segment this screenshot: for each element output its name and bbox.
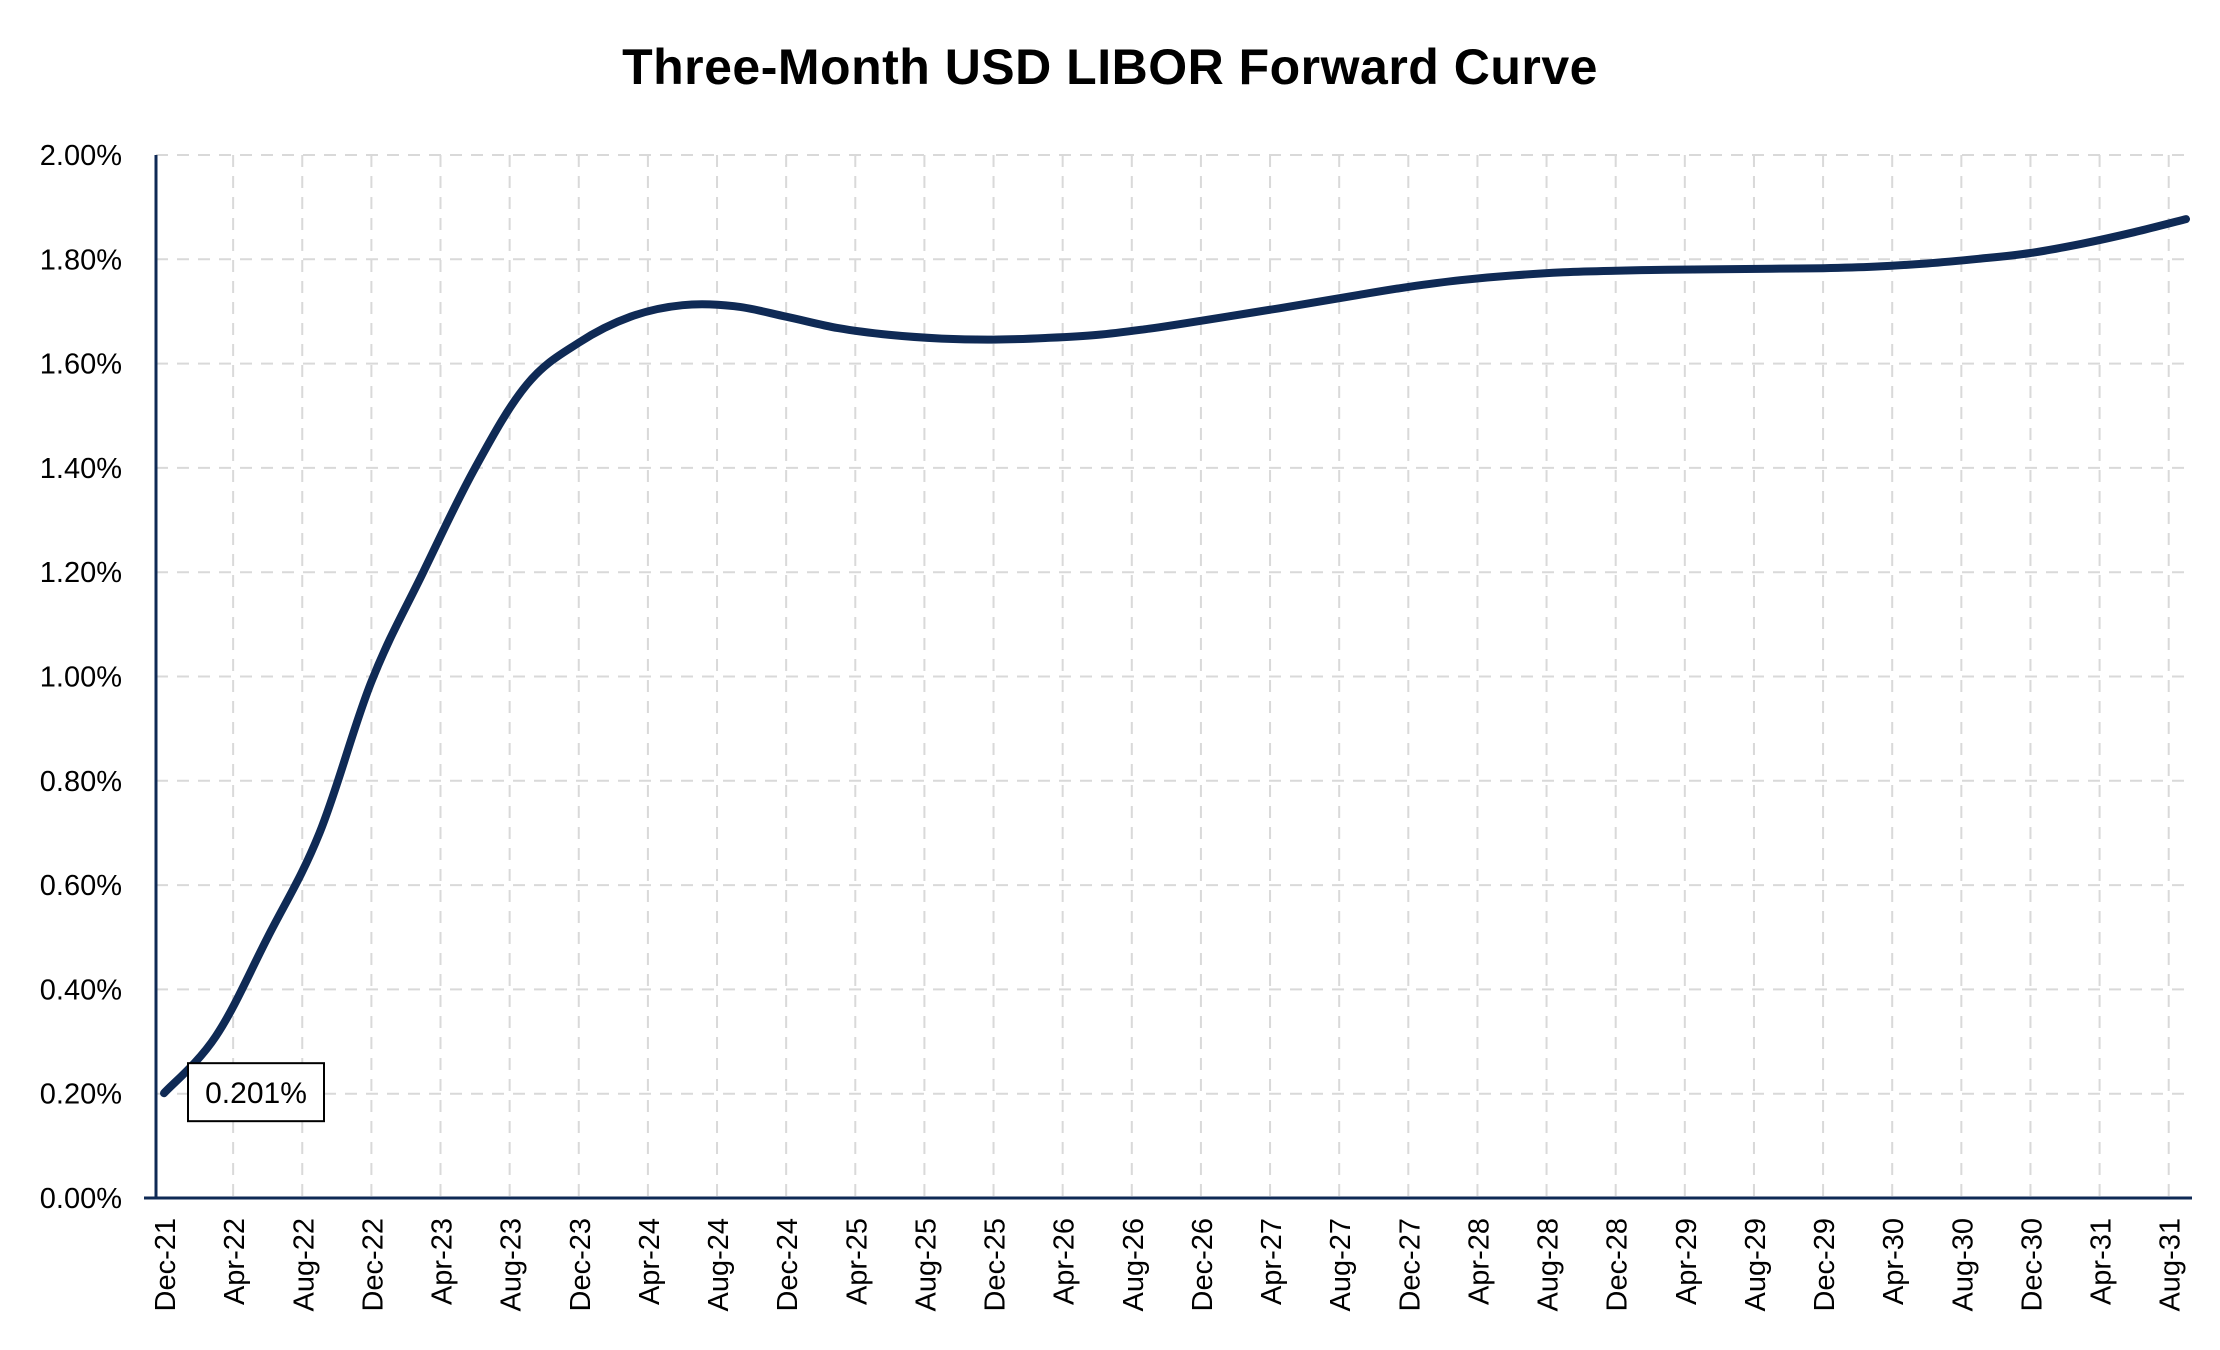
y-tick-label: 1.80% [40,244,122,276]
x-tick-label: Aug-26 [1118,1218,1150,1312]
x-tick-label: Dec-30 [2016,1218,2048,1312]
x-tick-label: Dec-29 [1809,1218,1841,1312]
data-label-box [187,1062,325,1123]
x-tick-label: Aug-25 [910,1218,942,1312]
annotations: 0.201% [187,1062,325,1123]
series-line [160,215,2190,1098]
x-tick-label: Apr-26 [1049,1218,1081,1305]
x-tick-label: Aug-30 [1947,1218,1979,1312]
x-tick-label: Apr-30 [1878,1218,1910,1305]
y-tick-label: 1.20% [40,557,122,589]
x-tick-label: Aug-22 [288,1218,320,1312]
data-label: 0.201% [205,1077,307,1110]
x-tick-label: Apr-22 [219,1218,251,1305]
chart-title: Three-Month USD LIBOR Forward Curve [622,39,1598,95]
y-tick-label: 1.00% [40,662,122,694]
x-tick-label: Apr-27 [1256,1218,1288,1305]
x-tick-label: Dec-23 [565,1218,597,1312]
x-tick-label: Dec-26 [1187,1218,1219,1312]
x-tick-label: Aug-31 [2155,1218,2187,1312]
x-tick-labels: Dec-21 Apr-22 Aug-22 Dec-22 Apr-23 Aug-23 Dec-… [150,1218,2187,1312]
x-tick-label: Aug-24 [703,1218,735,1312]
y-tick-labels: 0.00% 0.20% 0.40% 0.60% 0.80% 1.00% 1.20% 1.40%… [40,140,122,1215]
x-tick-label: Aug-28 [1533,1218,1565,1312]
x-tick-label: Apr-28 [1463,1218,1495,1305]
y-tick-label: 0.40% [40,974,122,1006]
x-tick-label: Dec-24 [772,1218,804,1312]
y-tick-label: 1.40% [40,453,122,485]
y-tick-label: 2.00% [40,140,122,172]
x-tick-label: Aug-29 [1740,1218,1772,1312]
x-tick-label: Dec-25 [980,1218,1012,1312]
x-tick-label: Apr-25 [841,1218,873,1305]
y-tick-label: 0.20% [40,1079,122,1111]
y-tick-label: 0.60% [40,870,122,902]
y-tick-label: 0.80% [40,766,122,798]
x-tick-label: Apr-29 [1671,1218,1703,1305]
x-tick-label: Dec-28 [1602,1218,1634,1312]
x-tick-label: Dec-22 [357,1218,389,1312]
series-layer [160,215,2190,1098]
x-tick-label: Aug-23 [496,1218,528,1312]
axes [144,155,2192,1200]
y-tick-label: 0.00% [40,1183,122,1215]
x-tick-label: Dec-27 [1394,1218,1426,1312]
x-tick-label: Apr-24 [634,1218,666,1305]
y-tick-label: 1.60% [40,349,122,381]
x-tick-label: Dec-21 [150,1218,182,1312]
x-tick-label: Aug-27 [1325,1218,1357,1312]
gridlines [156,154,2192,1198]
x-tick-label: Apr-31 [2086,1218,2118,1305]
x-tick-label: Apr-23 [427,1218,459,1305]
